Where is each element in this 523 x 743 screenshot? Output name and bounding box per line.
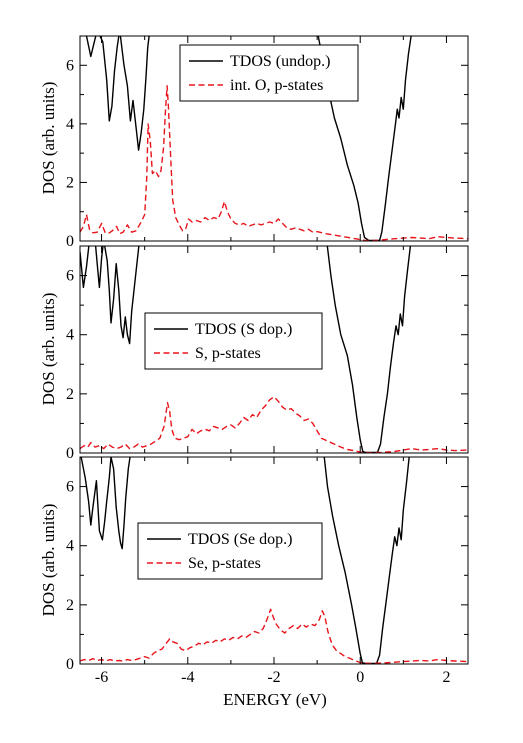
panel-top-legend-box xyxy=(179,44,359,102)
panel-bottom-y-tick-label: 6 xyxy=(66,479,74,496)
panel-top-legend-label-0: TDOS (undop.) xyxy=(230,53,330,70)
panel-top-y-tick-label: 4 xyxy=(66,116,74,133)
panel-middle-legend-label-0: TDOS (S dop.) xyxy=(195,321,292,338)
y-axis-label-middle: DOS (arb. units) xyxy=(39,293,58,406)
panel-bottom-legend: TDOS (Se dop.) Se, p-states xyxy=(137,522,323,580)
panel-bottom-legend-label-0: TDOS (Se dop.) xyxy=(188,531,292,548)
panel-top-legend-label-1: int. O, p-states xyxy=(230,77,323,94)
panel-top-y-tick-label: 6 xyxy=(66,57,74,74)
panel-middle-y-tick-label: 2 xyxy=(66,386,74,403)
panel-top: 0 2 4 6 TDOS (undop.) int. O, p-states xyxy=(66,35,469,250)
panel-middle-series-1-line xyxy=(80,396,468,453)
y-axis-label-top: DOS (arb. units) xyxy=(39,82,58,195)
x-axis-label: ENERGY (eV) xyxy=(223,690,327,709)
panel-middle: 0 2 4 6 TDOS (S dop.) S, p-states xyxy=(66,245,469,462)
panel-bottom: -6 -4 -2 0 2 0 2 4 6 TDOS (Se dop.) Se, p-states xyxy=(66,456,469,686)
panel-top-series-0-line xyxy=(85,36,412,241)
panel-middle-y-tick-label: 6 xyxy=(66,268,74,285)
panel-bottom-legend-box xyxy=(137,522,323,580)
panel-middle-series-0-line xyxy=(80,246,412,453)
x-tick-label: -4 xyxy=(181,669,194,686)
x-tick-label: 2 xyxy=(442,669,450,686)
panel-middle-y-tick-label: 0 xyxy=(66,445,74,462)
panel-bottom-series-group xyxy=(80,457,468,664)
panel-middle-y-tick-label: 4 xyxy=(66,327,74,344)
panel-bottom-series-0-line xyxy=(80,457,410,664)
panel-top-y-tick-label: 0 xyxy=(66,233,74,250)
panel-top-y-tick-label: 2 xyxy=(66,174,74,191)
panel-middle-series-group xyxy=(80,246,468,453)
panel-bottom-y-tick-label: 4 xyxy=(66,538,74,555)
x-tick-label: -6 xyxy=(95,669,108,686)
panel-middle-legend-box xyxy=(144,312,323,370)
panel-middle-legend: TDOS (S dop.) S, p-states xyxy=(144,312,323,370)
panel-bottom-y-tick-label: 0 xyxy=(66,656,74,673)
x-tick-label: 0 xyxy=(356,669,364,686)
y-axis-label-bottom: DOS (arb. units) xyxy=(39,504,58,617)
panels-group: 0 2 4 6 TDOS (undop.) int. O, p-states 0 2 4 6 TDO… xyxy=(66,35,469,686)
panel-bottom-legend-label-1: Se, p-states xyxy=(188,555,261,572)
panel-top-legend: TDOS (undop.) int. O, p-states xyxy=(179,44,359,102)
panel-bottom-series-1-line xyxy=(80,608,468,664)
panel-top-series-group xyxy=(80,36,468,241)
x-tick-label: -2 xyxy=(267,669,280,686)
panel-bottom-y-tick-label: 2 xyxy=(66,597,74,614)
panel-top-series-1-line xyxy=(80,85,468,241)
panel-middle-legend-label-1: S, p-states xyxy=(195,345,261,362)
